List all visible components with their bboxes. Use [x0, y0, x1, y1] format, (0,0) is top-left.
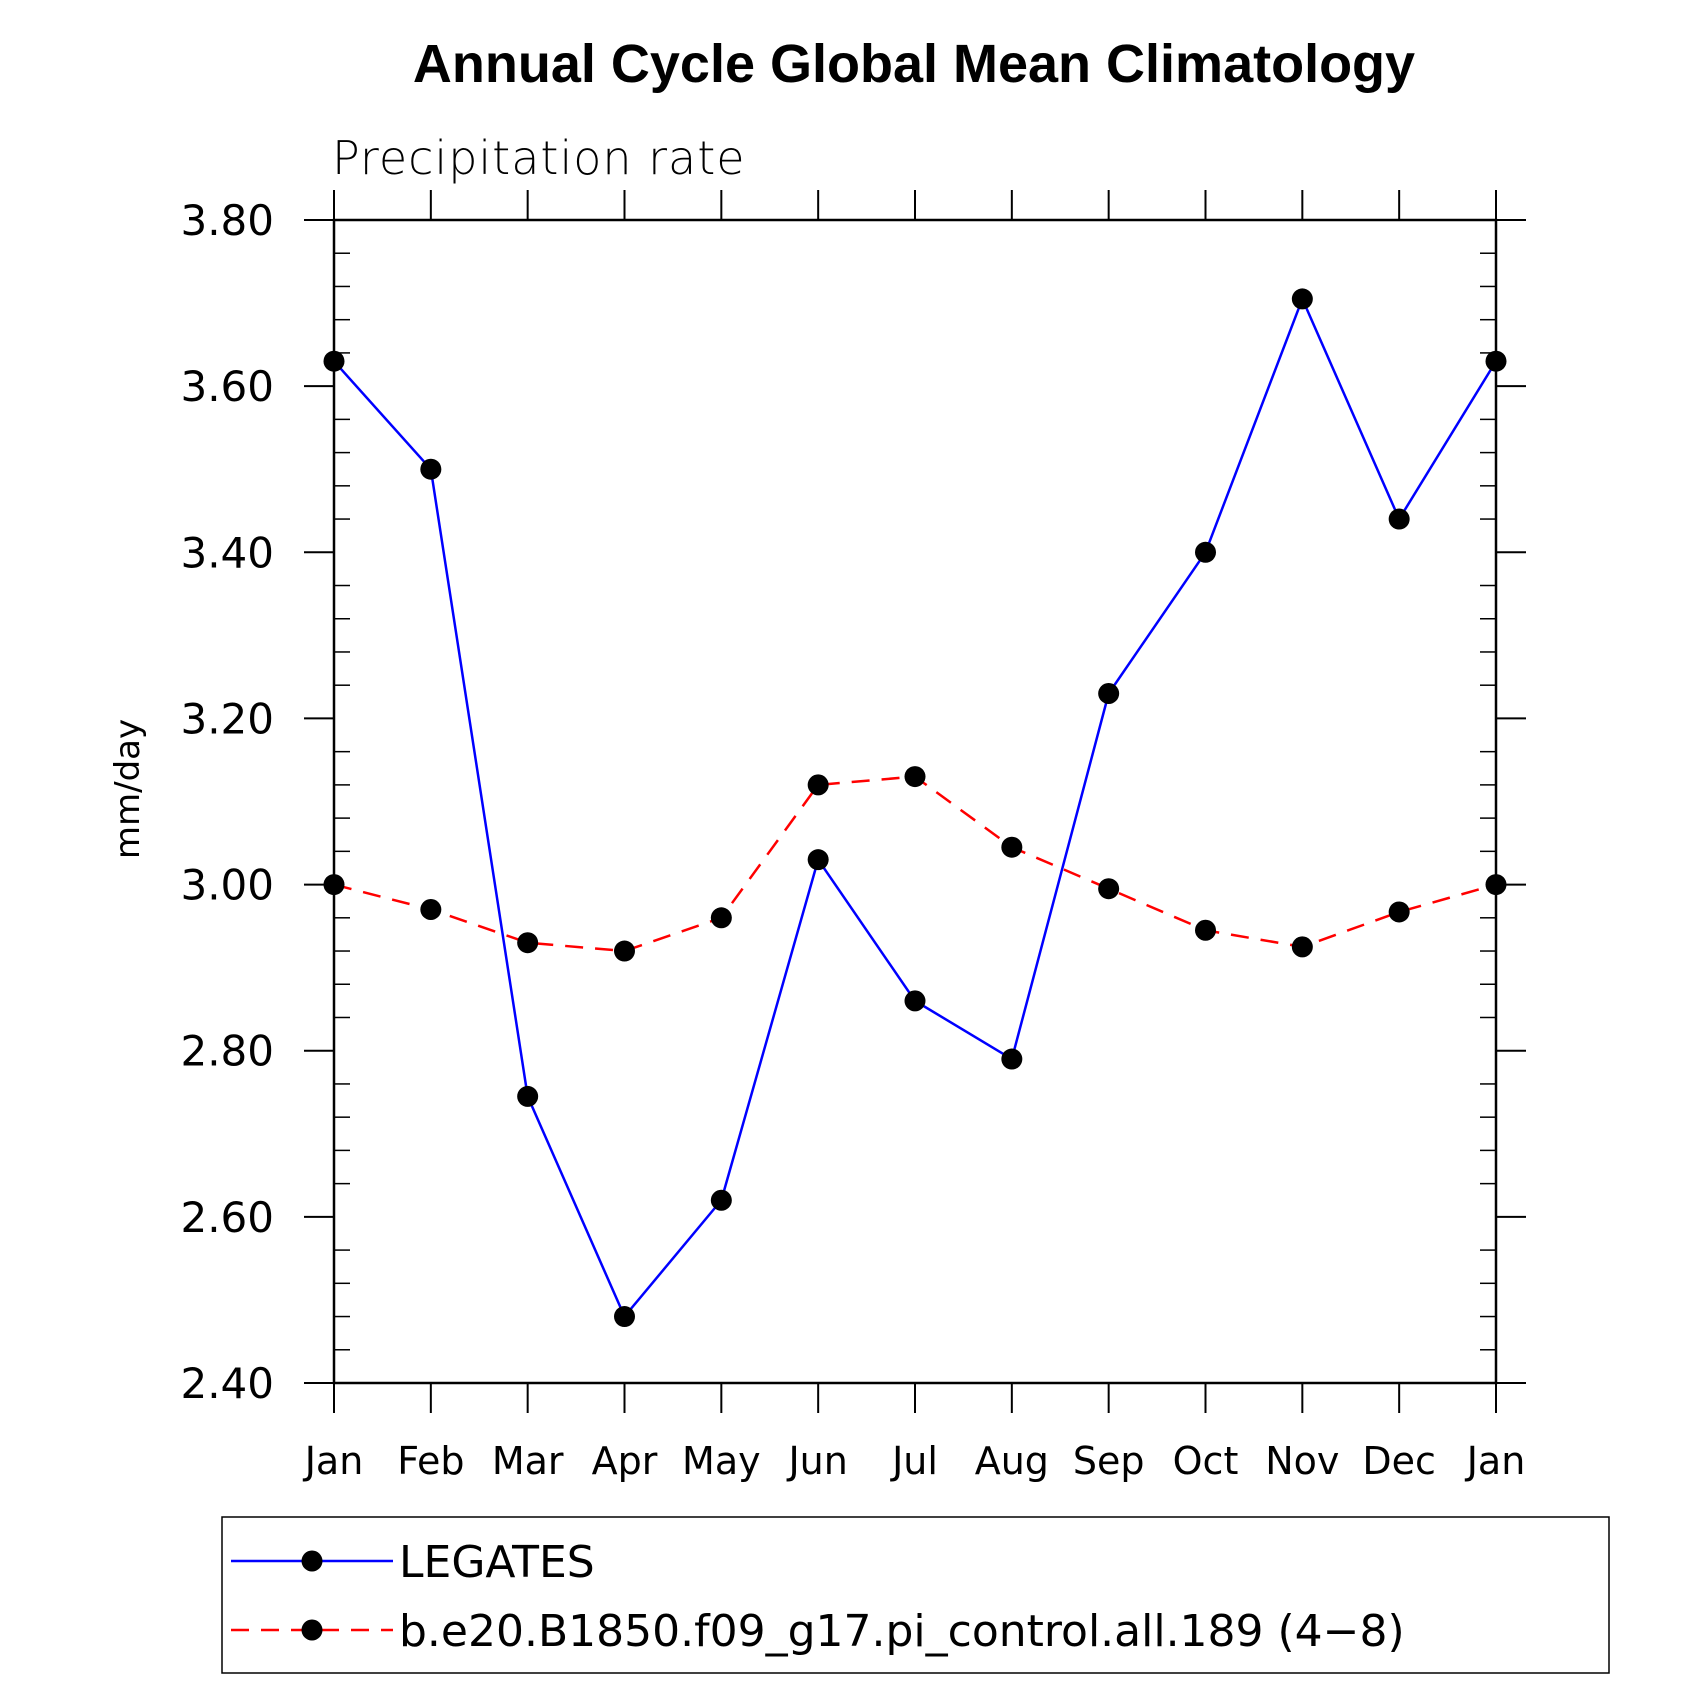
series-line-0 [333, 297, 1498, 1318]
series-0-point [420, 458, 442, 480]
y-tick-label: 3.40 [180, 528, 274, 577]
series-layer [323, 288, 1507, 1328]
x-tick-labels: Jan Feb Mar Apr May Jun Jul Aug Sep Oct Nov Dec Jan [303, 1439, 1526, 1483]
y-tick-labels: 2.40 2.60 2.80 3.00 3.20 3.40 3.60 3.80 [180, 196, 274, 1408]
x-tick-label: May [682, 1439, 761, 1483]
series-1-point [904, 766, 926, 788]
series-1-point [420, 898, 442, 920]
y-tick-label: 3.00 [180, 861, 274, 910]
series-1-point [1195, 919, 1216, 941]
series-0-point [1098, 683, 1120, 705]
series-1-point [1098, 878, 1120, 900]
x-tick-label: Jan [303, 1439, 364, 1483]
x-tick-label: Jun [786, 1439, 847, 1483]
y-tick-label: 2.60 [180, 1193, 274, 1242]
x-tick-label: Oct [1173, 1439, 1239, 1483]
series-1-point [807, 774, 829, 796]
x-tick-label: Nov [1265, 1439, 1339, 1483]
legend: LEGATES b.e20.B1850.f09_g17.pi_control.al… [231, 1537, 1405, 1657]
series-0-point [1001, 1048, 1023, 1070]
y-tick-label: 3.60 [180, 362, 274, 411]
legend-marker-1 [301, 1619, 323, 1641]
series-1-point [710, 907, 732, 929]
legend-box [221, 1516, 1610, 1674]
series-0-point [1195, 541, 1216, 563]
y-tick-label: 3.80 [180, 196, 274, 245]
x-tick-label: Apr [592, 1439, 658, 1483]
series-1-point [517, 932, 539, 954]
y-tick-label: 2.80 [180, 1027, 274, 1076]
chart-subtitle: Precipitation rate [332, 131, 746, 185]
series-1-point [614, 940, 635, 962]
series-0-point [517, 1085, 539, 1107]
x-tick-label: Sep [1073, 1439, 1145, 1483]
series-line-1 [333, 775, 1497, 953]
axis-ticks [304, 190, 1526, 1413]
x-tick-label: Dec [1362, 1439, 1436, 1483]
series-1-point [1291, 936, 1313, 958]
series-1-point [1001, 836, 1023, 858]
series-0-point [904, 990, 926, 1012]
series-0-point [614, 1306, 635, 1328]
legend-marker-0 [301, 1550, 323, 1572]
y-tick-label: 3.20 [180, 694, 274, 743]
legend-label-0: LEGATES [399, 1537, 595, 1588]
series-0-point [1291, 288, 1313, 310]
legend-label-1: b.e20.B1850.f09_g17.pi_control.all.189 (… [399, 1606, 1405, 1657]
series-0-point [807, 849, 829, 871]
x-tick-label: Aug [975, 1439, 1049, 1483]
series-1-point [1388, 901, 1410, 923]
chart-title: Annual Cycle Global Mean Climatology [413, 34, 1415, 94]
y-tick-label: 2.40 [180, 1359, 274, 1408]
x-tick-label: Jan [1465, 1439, 1526, 1483]
x-tick-label: Feb [397, 1439, 464, 1483]
series-0-point [710, 1189, 732, 1211]
series-0-point [1388, 508, 1410, 530]
x-tick-label: Jul [890, 1439, 938, 1483]
x-tick-label: Mar [492, 1439, 564, 1483]
y-axis-label: mm/day [108, 719, 148, 859]
plot-frame [332, 218, 1498, 1385]
